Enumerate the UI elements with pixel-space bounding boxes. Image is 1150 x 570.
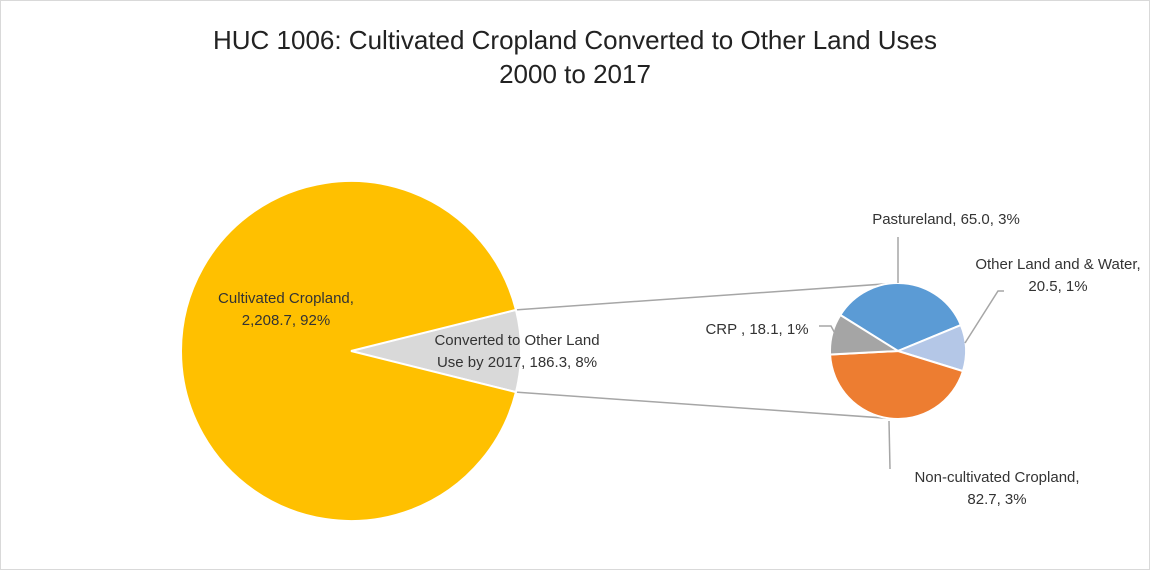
secondary-pie <box>829 282 967 420</box>
data-labels: Cultivated Cropland, 2,208.7, 92% Converte… <box>218 211 1141 508</box>
leader-lines <box>819 237 1004 470</box>
label-other-land-and-water: Other Land and & Water, 20.5, 1% <box>975 256 1140 295</box>
slice-cultivated-cropland <box>180 180 518 522</box>
leader-non-cultivated-cropland <box>888 420 891 470</box>
label-crp: CRP , 18.1, 1% <box>705 321 808 338</box>
slice-pastureland <box>838 282 963 353</box>
label-cultivated-cropland: Cultivated Cropland, 2,208.7, 92% <box>218 290 354 329</box>
connector-top <box>515 282 899 311</box>
label-non-cultivated-cropland: Non-cultivated Cropland, 82.7, 3% <box>914 469 1079 508</box>
chart-title-line1: HUC 1006: Cultivated Cropland Converted … <box>212 25 938 55</box>
slice-non-cultivated-cropland <box>829 349 965 420</box>
main-pie <box>180 180 522 522</box>
leader-crp <box>819 325 840 342</box>
leader-other-land-and-water <box>964 290 1004 344</box>
slice-crp <box>829 313 902 356</box>
connector-bottom <box>515 391 899 420</box>
chart-title: HUC 1006: Cultivated Cropland Converted … <box>1 23 1149 91</box>
label-converted-to-other-land-use-by-2017: Converted to Other Land Use by 2017, 186.… <box>434 332 599 371</box>
connector-lines <box>515 282 899 420</box>
label-pastureland: Pastureland, 65.0, 3% <box>872 211 1020 228</box>
chart-title-line2: 2000 to 2017 <box>499 59 651 89</box>
